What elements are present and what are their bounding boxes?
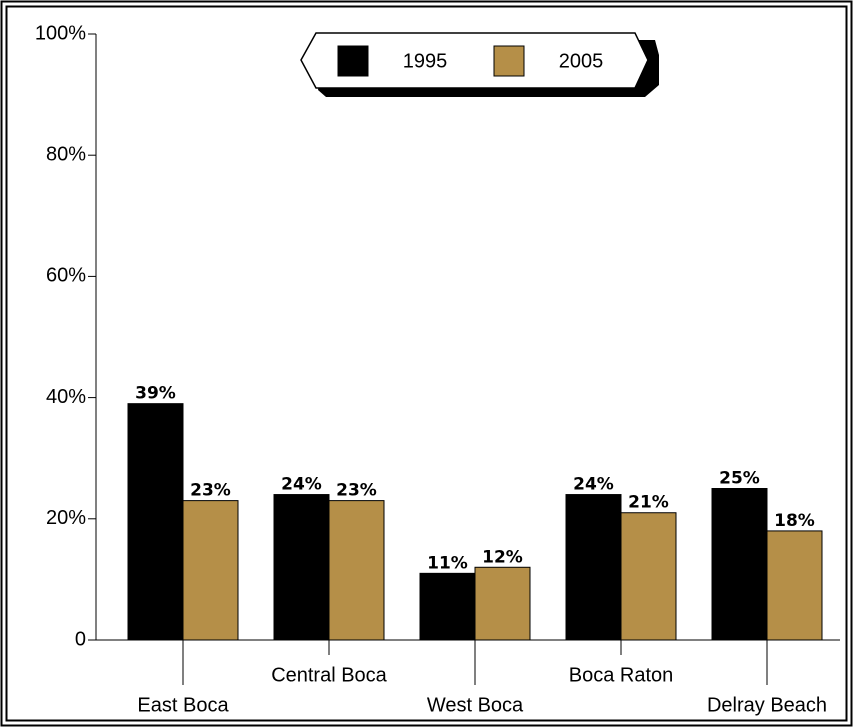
bar [419, 572, 476, 641]
value-label: 39% [135, 384, 176, 404]
legend-swatch [337, 45, 369, 77]
bar [474, 566, 531, 641]
y-tick-label: 20% [46, 507, 86, 529]
x-tick-label: Central Boca [271, 664, 387, 686]
legend-label: 1995 [403, 50, 448, 72]
bar [328, 500, 385, 641]
value-label: 21% [628, 493, 669, 513]
y-tick-label: 100% [35, 22, 86, 44]
x-tick-label: West Boca [427, 694, 524, 716]
value-label: 24% [281, 475, 322, 495]
bar [565, 494, 622, 641]
bar [182, 500, 239, 641]
legend-label: 2005 [559, 50, 604, 72]
bar [620, 512, 677, 641]
x-tick-label: Delray Beach [707, 694, 827, 716]
inner-frame [5, 5, 848, 722]
y-tick-label: 60% [46, 265, 86, 287]
bar [711, 488, 768, 641]
value-label: 24% [573, 475, 614, 495]
y-tick-label: 80% [46, 143, 86, 165]
y-tick-label: 0 [75, 628, 86, 650]
x-tick-label: Boca Raton [569, 664, 674, 686]
value-label: 25% [719, 469, 760, 489]
x-tick-label: East Boca [137, 694, 229, 716]
y-tick-label: 40% [46, 386, 86, 408]
value-label: 23% [336, 481, 377, 501]
value-label: 23% [190, 481, 231, 501]
value-label: 12% [482, 547, 523, 567]
legend-box [300, 32, 649, 89]
bar [127, 403, 184, 641]
legend-swatch [493, 45, 525, 77]
value-label: 11% [427, 553, 468, 573]
bar [273, 494, 330, 641]
value-label: 18% [774, 511, 815, 531]
bar [766, 530, 823, 641]
